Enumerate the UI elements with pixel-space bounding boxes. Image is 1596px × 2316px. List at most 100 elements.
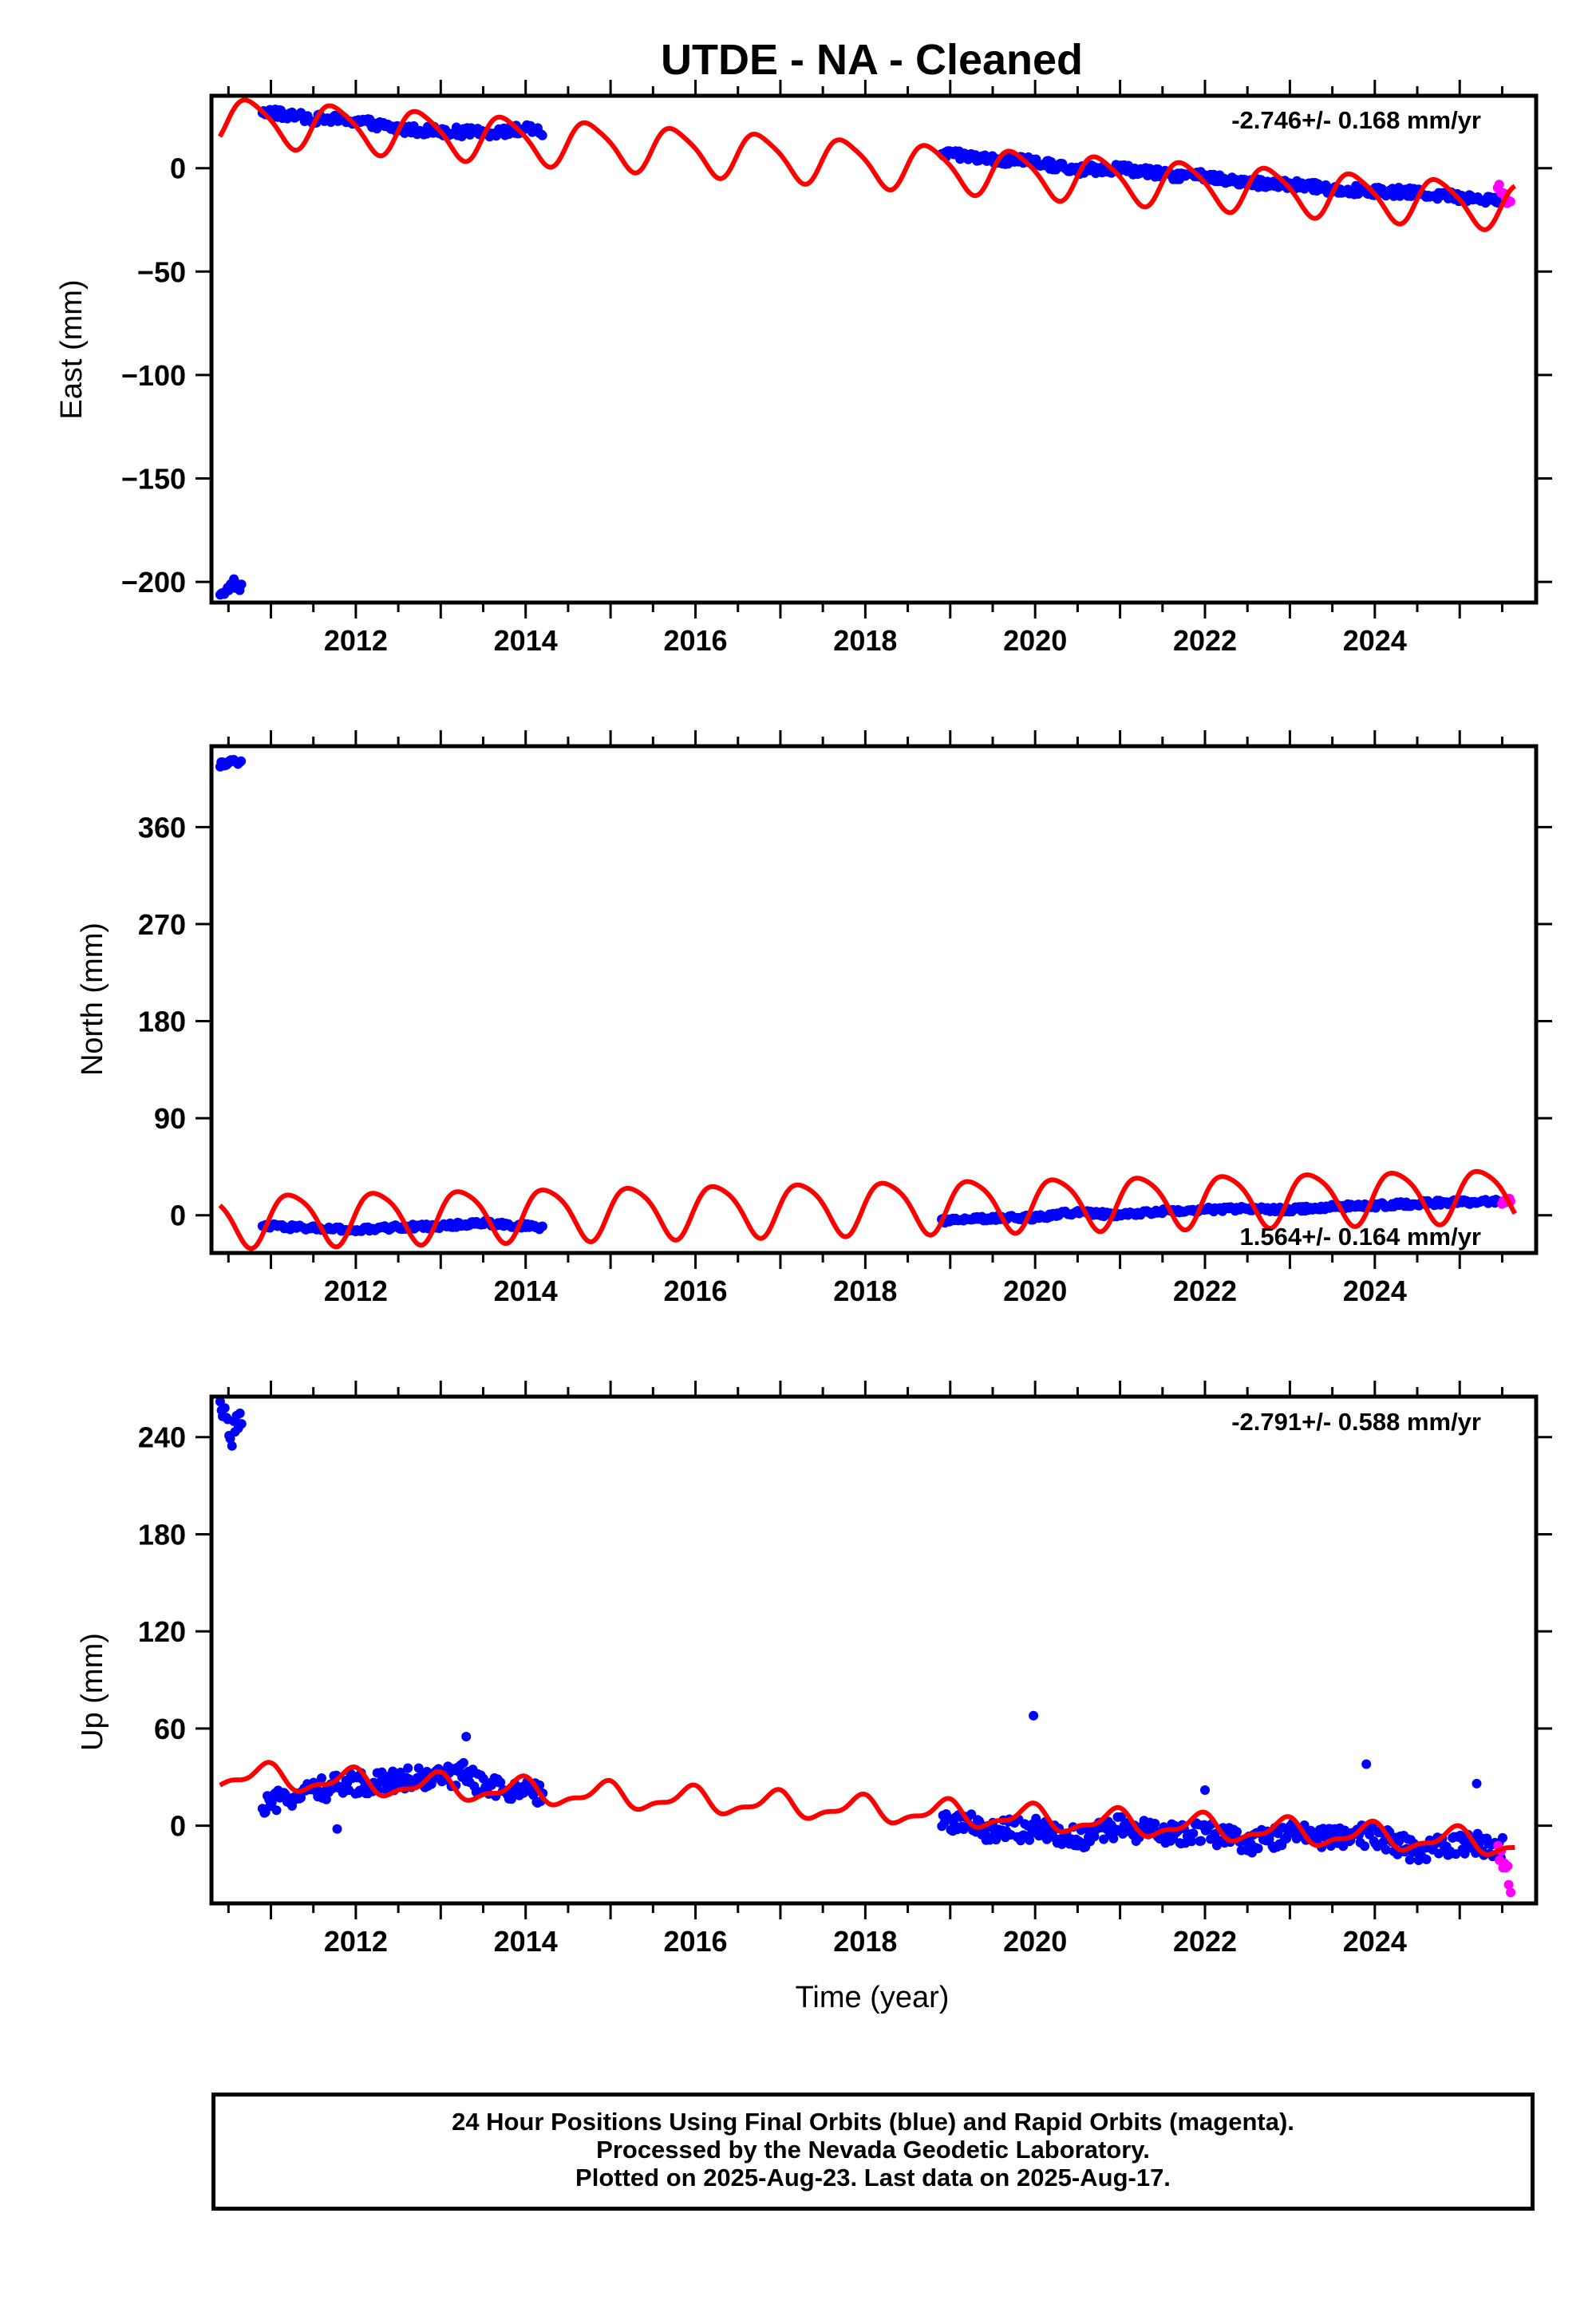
up-rate-label: -2.791+/- 0.588 mm/yr [1231, 1408, 1481, 1436]
up-ylabel: Up (mm) [76, 1633, 109, 1751]
up-outlier-point [1472, 1778, 1482, 1788]
up-final-point [1232, 1827, 1242, 1837]
up-panel: 2012 2014 2016 2018 2020 2022 2024 240 180 120 60 0… [76, 1381, 1552, 2014]
up-final-point [227, 1441, 237, 1451]
up-x-tick-label: 2016 [663, 1925, 727, 1958]
up-x-tick-label: 2012 [324, 1925, 388, 1958]
east-final-point [1046, 156, 1057, 167]
up-final-point [458, 1757, 468, 1768]
up-final-point [506, 1794, 516, 1804]
north-x-tick-label: 2014 [494, 1275, 558, 1307]
up-final-point [271, 1805, 282, 1816]
up-outlier-points [332, 1710, 1482, 1834]
east-rate-label: -2.746+/- 0.168 mm/yr [1231, 106, 1481, 134]
north-plot-frame [209, 744, 1539, 1255]
east-final-points [215, 105, 1507, 600]
east-y-axis: 0 −50 −100 −150 −200 [121, 152, 1552, 599]
up-x-tick-label: 2020 [1003, 1925, 1067, 1958]
up-final-point [225, 1433, 235, 1444]
up-final-point [1381, 1844, 1391, 1855]
east-x-tick-label: 2012 [324, 624, 388, 657]
north-final-point [537, 1221, 547, 1231]
up-final-point [1187, 1836, 1197, 1847]
east-plot-frame [209, 93, 1539, 605]
up-final-point [1196, 1836, 1207, 1846]
up-x-tick-label: 2022 [1173, 1925, 1237, 1958]
up-x-tick-label: 2018 [833, 1925, 897, 1958]
north-ylabel: North (mm) [76, 923, 109, 1076]
footer-box: 24 Hour Positions Using Final Orbits (bl… [211, 2093, 1535, 2211]
east-ylabel: East (mm) [55, 279, 89, 419]
east-y-tick-label: −150 [121, 462, 186, 495]
east-y-tick-label: −50 [137, 255, 186, 288]
east-rapid-point [1494, 180, 1504, 190]
up-outlier-point [1200, 1785, 1210, 1795]
north-x-tick-label: 2018 [833, 1275, 897, 1307]
up-final-point [1188, 1828, 1199, 1839]
up-final-point [966, 1809, 977, 1820]
up-final-point [1150, 1819, 1160, 1828]
up-y-tick-label: 180 [138, 1518, 186, 1551]
up-final-point [219, 1403, 230, 1413]
up-final-point [1116, 1812, 1126, 1822]
up-y-tick-label: 240 [138, 1421, 186, 1454]
up-final-point [235, 1408, 245, 1418]
north-y-tick-label: 90 [154, 1102, 186, 1135]
up-outlier-point [1029, 1710, 1039, 1721]
up-x-tick-label: 2024 [1343, 1925, 1407, 1958]
north-panel: 2012 2014 2016 2018 2020 2022 2024 360 270 180 90 0… [76, 730, 1552, 1307]
up-model-curve [219, 1760, 1515, 1857]
north-x-tick-label: 2020 [1003, 1275, 1067, 1307]
up-final-point [1404, 1855, 1415, 1865]
up-outlier-point [461, 1732, 472, 1741]
up-final-point [267, 1797, 277, 1808]
up-outlier-point [332, 1824, 342, 1834]
east-panel: 2012 2014 2016 2018 2020 2022 2024 0 −50 −100 −150… [55, 80, 1552, 657]
east-x-tick-label: 2018 [833, 624, 897, 657]
up-final-point [1367, 1822, 1377, 1832]
north-x-tick-label: 2022 [1173, 1275, 1237, 1307]
up-rapid-point [1506, 1887, 1516, 1898]
north-x-tick-label: 2024 [1343, 1275, 1407, 1307]
up-final-point [280, 1789, 290, 1800]
up-final-point [1421, 1854, 1432, 1864]
footer-line-1: 24 Hour Positions Using Final Orbits (bl… [452, 2108, 1294, 2136]
up-rapid-point [1503, 1879, 1514, 1890]
up-final-point [1108, 1833, 1119, 1844]
footer-line-2: Processed by the Nevada Geodetic Laborat… [596, 2136, 1150, 2164]
north-y-axis: 360 270 180 90 0 [138, 811, 1552, 1232]
east-final-point [236, 579, 247, 590]
up-final-point [1378, 1837, 1389, 1848]
east-y-tick-label: 0 [170, 152, 186, 185]
east-rapid-point [1505, 196, 1515, 207]
east-x-axis: 2012 2014 2016 2018 2020 2022 2024 [227, 80, 1503, 657]
up-y-tick-label: 0 [170, 1810, 186, 1843]
north-y-tick-label: 360 [138, 811, 186, 844]
up-y-axis: 240 180 120 60 0 [138, 1421, 1552, 1843]
north-rate-label: 1.564+/- 0.164 mm/yr [1240, 1223, 1481, 1251]
north-model-curve [218, 1168, 1518, 1251]
up-final-point [1360, 1841, 1370, 1852]
east-final-point [537, 130, 547, 140]
up-y-tick-label: 60 [154, 1713, 186, 1745]
east-x-tick-label: 2014 [494, 624, 558, 657]
east-x-tick-label: 2024 [1343, 624, 1407, 657]
up-plot-frame [209, 1394, 1539, 1906]
east-x-tick-label: 2016 [663, 624, 727, 657]
east-y-tick-label: −200 [121, 566, 186, 599]
north-x-tick-label: 2012 [324, 1275, 388, 1307]
east-x-tick-label: 2020 [1003, 624, 1067, 657]
north-x-axis: 2012 2014 2016 2018 2020 2022 2024 [227, 730, 1503, 1307]
up-final-point [236, 1419, 247, 1429]
north-y-tick-label: 0 [170, 1199, 186, 1232]
up-final-point [403, 1763, 413, 1773]
north-final-points [215, 755, 1507, 1236]
north-x-tick-label: 2016 [663, 1275, 727, 1307]
up-final-point [1253, 1844, 1263, 1854]
up-x-axis: 2012 2014 2016 2018 2020 2022 2024 [227, 1381, 1503, 1958]
footer-line-3: Plotted on 2025-Aug-23. Last data on 202… [575, 2164, 1171, 2192]
east-model-curve [217, 97, 1516, 232]
north-y-tick-label: 180 [138, 1006, 186, 1038]
up-rapid-point [1503, 1861, 1513, 1871]
